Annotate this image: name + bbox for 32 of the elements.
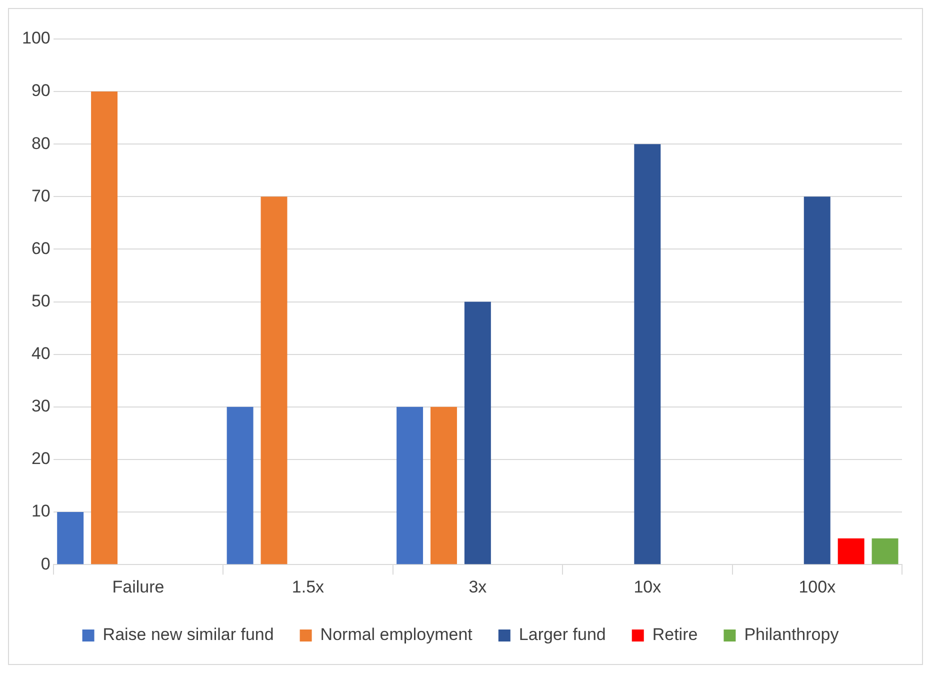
y-tick-label: 80 — [31, 134, 50, 153]
y-tick-label: 60 — [31, 238, 50, 258]
y-tick-label: 70 — [31, 186, 50, 206]
bar — [872, 538, 898, 564]
bar — [260, 196, 288, 564]
y-tick-label: 10 — [31, 502, 50, 521]
legend-label: Larger fund — [518, 625, 606, 644]
bar — [804, 196, 830, 564]
bar — [91, 92, 118, 564]
x-tick-label: 1.5x — [292, 577, 325, 596]
bar — [57, 512, 84, 564]
legend-label: Normal employment — [320, 625, 473, 644]
bar — [430, 406, 457, 564]
legend-label: Philanthropy — [744, 625, 840, 644]
x-tick-label: 100x — [798, 577, 836, 596]
bar — [634, 144, 661, 564]
y-tick-label: 0 — [40, 554, 50, 574]
legend-label: Retire — [652, 625, 698, 644]
bar — [464, 302, 491, 564]
x-tick-label: 10x — [634, 577, 662, 596]
y-tick-label: 90 — [31, 81, 50, 100]
bar — [838, 538, 864, 564]
y-tick-label: 20 — [31, 449, 50, 468]
bar — [226, 406, 254, 564]
x-tick-label: 3x — [468, 577, 488, 596]
y-tick-label: 50 — [31, 291, 50, 310]
y-tick-label: 30 — [31, 396, 50, 416]
x-tick-label: Failure — [112, 577, 164, 596]
bar — [396, 406, 424, 564]
y-tick-label: 100 — [22, 28, 50, 48]
legend-label: Raise new similar fund — [102, 625, 274, 644]
y-tick-label: 40 — [31, 344, 50, 364]
